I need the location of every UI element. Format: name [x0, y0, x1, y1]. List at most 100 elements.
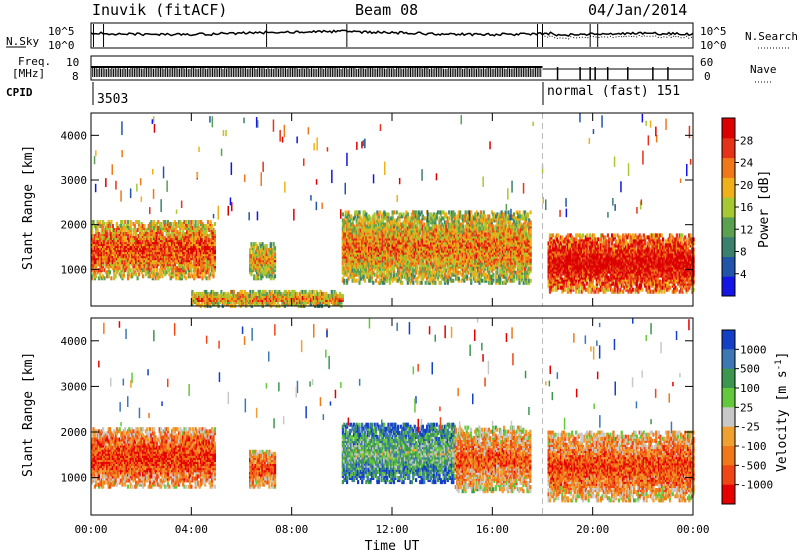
scatter-cell: [351, 230, 354, 235]
noise-panel-frame: [90, 22, 694, 49]
scatter-cell: [164, 236, 167, 241]
scatter-cell: [432, 220, 436, 225]
scatter-cell: [350, 268, 353, 273]
scatter-cell: [368, 222, 371, 227]
scatter-cell: [408, 276, 411, 281]
scatter-cell: [386, 272, 389, 277]
scatter-cell: [397, 222, 400, 227]
scatter-cell: [213, 252, 216, 257]
scatter-cell: [115, 270, 118, 275]
scatter-cell: [413, 234, 416, 239]
scatter-cell: [175, 270, 178, 275]
scatter-cell: [118, 252, 121, 257]
scatter-cell: [176, 266, 179, 271]
scatter-cell: [131, 250, 134, 255]
scatter-cell: [121, 266, 124, 271]
scatter-cell: [372, 242, 375, 247]
scatter-cell: [352, 216, 356, 221]
scatter-cell: [155, 222, 158, 226]
scatter-cell: [148, 250, 152, 255]
scatter-cell: [120, 252, 123, 257]
scatter-cell: [100, 228, 103, 232]
nave-tick-high: 60: [700, 56, 713, 69]
scatter-cell: [352, 224, 356, 229]
scatter-cell: [446, 280, 449, 285]
scatter-cell: [347, 276, 350, 281]
scatter-cell: [183, 232, 186, 237]
scatter-cell: [115, 228, 118, 232]
scatter-cell: [453, 268, 456, 273]
scatter-cell: [352, 278, 356, 283]
scatter-cell: [162, 224, 165, 228]
scatter-cell: [434, 280, 437, 285]
scatter-cell: [91, 252, 94, 257]
scatter-cell: [416, 212, 419, 217]
scatter-cell: [261, 252, 264, 257]
scatter-cell: [438, 262, 441, 267]
scatter-cell: [376, 226, 379, 231]
scatter-cell: [379, 222, 382, 227]
scatter-cell: [388, 226, 391, 231]
scatter-cell: [194, 266, 197, 271]
scatter-cell: [268, 270, 271, 275]
scatter-cell: [397, 260, 400, 265]
scatter-cell: [434, 214, 437, 219]
scatter-cell: [395, 210, 398, 215]
scatter-cell: [372, 214, 375, 219]
scatter-cell: [442, 210, 445, 215]
scatter-cell: [383, 210, 386, 215]
scatter-cell: [255, 274, 259, 279]
scatter-cell: [402, 220, 405, 225]
scatter-cell: [395, 260, 398, 265]
scatter-cell: [390, 216, 393, 221]
scatter-cell: [392, 222, 396, 227]
scatter-cell: [467, 214, 470, 219]
scatter-cell: [126, 270, 130, 275]
scatter-cell: [191, 230, 194, 235]
scatter-cell: [175, 252, 178, 257]
scatter-cell: [102, 230, 105, 235]
scatter-cell: [190, 228, 193, 232]
scatter-cell: [268, 274, 271, 279]
scatter-cell: [474, 212, 477, 217]
scatter-cell: [475, 270, 478, 275]
scatter-cell: [416, 222, 419, 227]
scatter-cell: [346, 242, 349, 247]
scatter-cell: [423, 274, 426, 279]
scatter-cell: [467, 242, 470, 247]
scatter-cell: [107, 252, 110, 257]
scatter-cell: [347, 218, 350, 223]
scatter-cell: [133, 270, 136, 275]
scatter-cell: [182, 222, 185, 226]
scatter-cell: [102, 250, 105, 255]
scatter-cell: [430, 270, 433, 275]
scatter-cell: [257, 252, 260, 257]
scatter-cell: [211, 230, 214, 235]
scatter-cell: [348, 222, 351, 227]
scatter-cell: [129, 252, 132, 257]
scatter-cell: [415, 276, 418, 281]
scatter-cell: [409, 280, 412, 285]
scatter-cell: [437, 224, 440, 229]
scatter-cell: [268, 248, 271, 253]
nsky-line: [90, 29, 694, 37]
scatter-cell: [475, 222, 478, 227]
scatter-cell: [463, 266, 466, 271]
scatter-cell: [431, 224, 434, 229]
scatter-cell: [122, 250, 125, 255]
scatter-cell: [410, 216, 413, 221]
scatter-cell: [410, 234, 413, 239]
scatter-cell: [452, 260, 455, 265]
scatter-cell: [206, 226, 210, 230]
scatter-cell: [341, 226, 344, 231]
scatter-cell: [394, 260, 397, 265]
scatter-cell: [365, 242, 368, 247]
scatter-cell: [386, 260, 389, 265]
scatter-cell: [113, 276, 116, 281]
scatter-cell: [99, 264, 102, 269]
scatter-cell: [176, 252, 179, 257]
scatter-cell: [197, 220, 200, 224]
scatter-cell: [369, 216, 372, 221]
scatter-cell: [200, 230, 203, 235]
scatter-cell: [374, 260, 378, 265]
